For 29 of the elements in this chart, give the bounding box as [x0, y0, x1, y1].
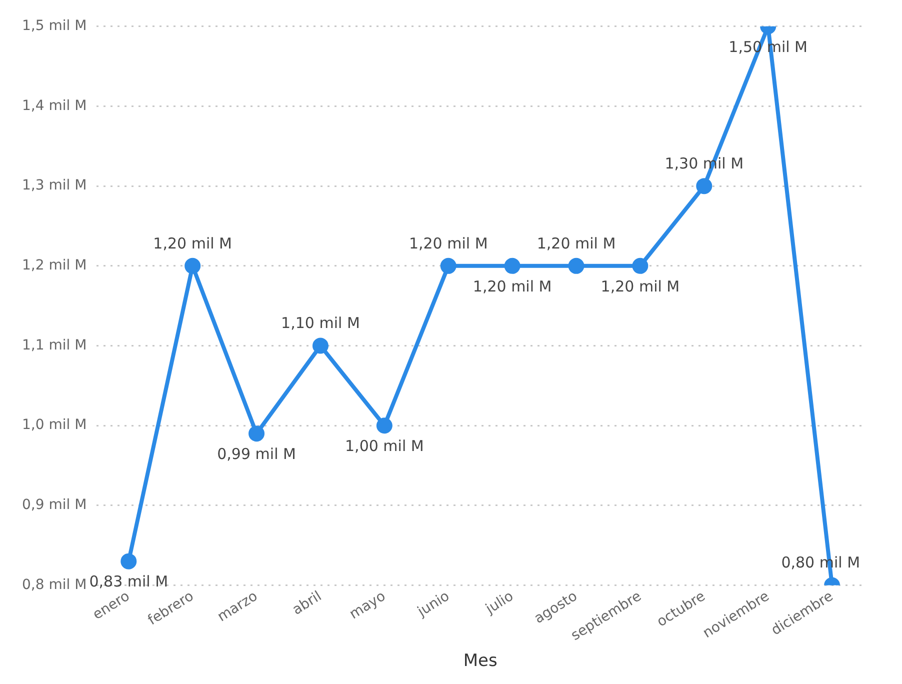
point: [184, 258, 201, 274]
data-label: 1,20 mil M: [408, 234, 488, 252]
data-label: 1,10 mil M: [281, 314, 360, 332]
point: [504, 258, 520, 274]
y-tick-label: 1,2 mil M: [22, 258, 87, 274]
y-tick-label: 1,1 mil M: [22, 337, 87, 354]
point: [120, 553, 137, 570]
y-tick-label: 0,8 mil M: [22, 576, 87, 593]
data-label: 0,83 mil M: [89, 572, 168, 591]
data-label: 1,20 mil M: [153, 234, 232, 252]
point: [696, 178, 712, 194]
point: [632, 258, 648, 274]
point: [376, 418, 392, 434]
y-tick-label: 1,0 mil M: [22, 417, 87, 434]
point: [440, 258, 456, 274]
x-axis-title: Mes: [463, 651, 498, 672]
y-tick-label: 1,4 mil M: [22, 98, 87, 114]
point: [248, 426, 265, 442]
point: [312, 338, 328, 354]
point: [568, 258, 584, 274]
data-label: 1,20 mil M: [472, 277, 552, 296]
data-label: 1,00 mil M: [345, 437, 424, 455]
y-tick-label: 0,9 mil M: [22, 497, 87, 514]
y-tick-label: 1,5 mil M: [22, 18, 87, 34]
y-tick-label: 1,3 mil M: [22, 178, 87, 194]
data-label: 1,20 mil M: [600, 277, 680, 296]
data-label: 0,99 mil M: [217, 444, 296, 463]
data-label: 1,20 mil M: [536, 234, 616, 252]
x-tick-label: julio: [482, 588, 516, 618]
